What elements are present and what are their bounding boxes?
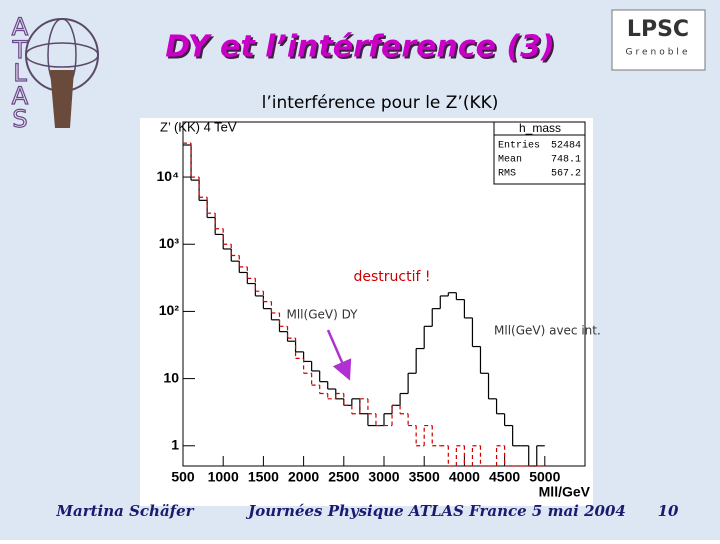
footer-event: Journées Physique ATLAS France 5 mai 200… xyxy=(245,502,626,520)
x-tick-label: 1500 xyxy=(248,469,279,485)
x-tick-label: 2000 xyxy=(288,469,319,485)
x-tick-label: 3500 xyxy=(409,469,440,485)
x-tick-label: 2500 xyxy=(328,469,359,485)
stats-rows: Entries 52484 Mean 748.1 RMS 567.2 xyxy=(498,140,581,180)
atlas-letter: A xyxy=(12,82,29,110)
atlas-letter: A xyxy=(12,13,29,41)
arrow xyxy=(326,329,352,381)
histogram-step xyxy=(190,143,506,466)
series-label: Mll(GeV) DY xyxy=(286,308,358,322)
stats-name: h_mass xyxy=(519,121,561,135)
title-shadow: DY et l’intérference (3) xyxy=(167,32,556,67)
stats-value: 748.1 xyxy=(551,155,581,166)
lpsc-name: LPSC xyxy=(627,17,689,42)
atlas-logo xyxy=(25,18,99,128)
x-tick-label: 500 xyxy=(171,469,195,485)
x-tick-label: 3000 xyxy=(368,469,399,485)
stats-value: 567.2 xyxy=(551,169,581,180)
stats-label: RMS xyxy=(498,169,516,180)
annotation: destructif ! xyxy=(354,269,431,285)
atlas-letter: L xyxy=(13,59,27,87)
lpsc-logo: LPSC Grenoble xyxy=(611,9,706,71)
x-tick-label: 5000 xyxy=(529,469,560,485)
y-tick-label: 10² xyxy=(159,302,180,318)
y-tick-label: 10 xyxy=(163,369,179,385)
footer-author: Martina Schäfer xyxy=(55,502,194,520)
y-tick-label: 10⁴ xyxy=(157,168,180,184)
y-tick-label: 10³ xyxy=(159,235,180,251)
series-label: Mll(GeV) avec int. xyxy=(494,324,601,338)
atlas-letter: S xyxy=(12,105,27,133)
chart-title: Z’ (KK) 4 TeV xyxy=(160,119,237,134)
slide-subtitle: l’interférence pour le Z’(KK) xyxy=(262,93,499,113)
stats-label: Entries xyxy=(498,140,540,152)
y-tick-label: 1 xyxy=(171,436,179,452)
slide-title: DY et l’intérference (3) xyxy=(165,30,554,65)
lpsc-city: Grenoble xyxy=(626,48,691,58)
x-tick-label: 4500 xyxy=(489,469,520,485)
page-number: 10 xyxy=(658,502,679,520)
x-axis-label: Mll/GeV xyxy=(539,484,591,500)
atlas-letter: T xyxy=(12,36,28,64)
x-tick-label: 1000 xyxy=(208,469,239,485)
atlas-letters: ATLAS xyxy=(11,12,29,133)
x-tick-label: 4000 xyxy=(449,469,480,485)
stats-box xyxy=(493,121,586,185)
plot: 500 1000 1500 2000 2500 3000 3500 4000 4500 5000 1… xyxy=(157,142,561,485)
stats-value: 52484 xyxy=(551,141,581,152)
stats-label: Mean xyxy=(498,155,522,166)
